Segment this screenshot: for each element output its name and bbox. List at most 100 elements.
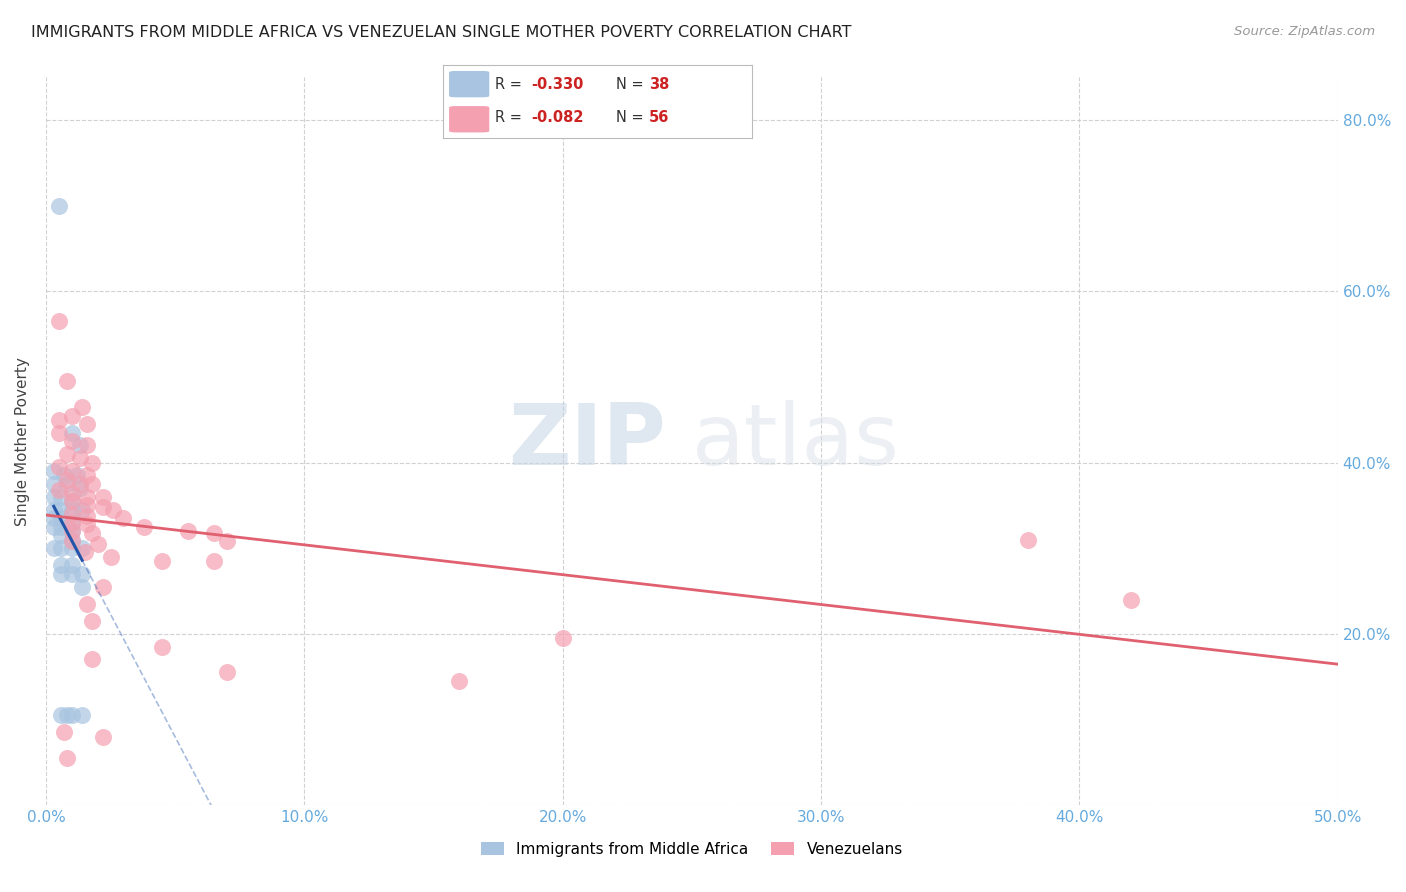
Text: 38: 38 [648, 78, 669, 93]
Point [48, 483, 70, 497]
Point [60, 425, 83, 440]
Point [51, 566, 73, 581]
Point [42, 464, 65, 478]
Text: -0.330: -0.330 [531, 78, 583, 93]
Point [82, 477, 104, 491]
Text: ZIP: ZIP [508, 400, 666, 483]
Point [48, 413, 70, 427]
Point [51, 502, 73, 516]
Text: -0.082: -0.082 [531, 111, 583, 125]
Point [69, 477, 91, 491]
Point [60, 524, 83, 538]
Text: R =: R = [495, 78, 527, 93]
Point [51, 528, 73, 542]
Text: N =: N = [616, 78, 648, 93]
Point [202, 525, 225, 540]
Point [48, 425, 70, 440]
Point [60, 516, 83, 530]
Point [60, 566, 83, 581]
Point [55, 473, 77, 487]
Point [70, 708, 93, 723]
Point [150, 554, 173, 568]
Point [82, 456, 104, 470]
Point [60, 494, 83, 508]
Point [51, 520, 73, 534]
Point [42, 520, 65, 534]
Point [42, 477, 65, 491]
Point [42, 541, 65, 556]
Point [60, 708, 83, 723]
Point [134, 520, 156, 534]
Point [60, 516, 83, 530]
Point [70, 580, 93, 594]
Text: 56: 56 [648, 111, 669, 125]
Point [48, 314, 70, 328]
Point [48, 199, 70, 213]
Point [69, 438, 91, 452]
Y-axis label: Single Mother Poverty: Single Mother Poverty [15, 357, 30, 525]
Point [55, 751, 77, 765]
Point [76, 468, 98, 483]
Text: IMMIGRANTS FROM MIDDLE AFRICA VS VENEZUELAN SINGLE MOTHER POVERTY CORRELATION CH: IMMIGRANTS FROM MIDDLE AFRICA VS VENEZUE… [31, 25, 852, 40]
Point [76, 417, 98, 431]
Point [69, 481, 91, 495]
Point [70, 541, 93, 556]
Text: Source: ZipAtlas.com: Source: ZipAtlas.com [1234, 25, 1375, 38]
Point [91, 580, 114, 594]
Text: atlas: atlas [692, 400, 900, 483]
Point [76, 438, 98, 452]
Point [60, 494, 83, 508]
Point [66, 468, 89, 483]
Legend: Immigrants from Middle Africa, Venezuelans: Immigrants from Middle Africa, Venezuela… [475, 836, 908, 863]
Point [60, 524, 83, 538]
Point [60, 434, 83, 449]
Point [91, 490, 114, 504]
Point [53, 725, 76, 739]
Point [55, 447, 77, 461]
Point [60, 541, 83, 556]
Point [69, 451, 91, 466]
Point [48, 459, 70, 474]
FancyBboxPatch shape [449, 106, 489, 132]
Point [101, 502, 124, 516]
Point [55, 708, 77, 723]
Point [76, 499, 98, 513]
Point [76, 490, 98, 504]
Point [60, 464, 83, 478]
Point [215, 534, 238, 549]
Point [60, 533, 83, 547]
Point [70, 566, 93, 581]
Point [60, 534, 83, 549]
Point [82, 525, 104, 540]
Point [86, 537, 108, 551]
Point [51, 708, 73, 723]
Point [60, 558, 83, 573]
Point [100, 549, 122, 564]
Point [70, 502, 93, 516]
Point [112, 511, 135, 525]
FancyBboxPatch shape [449, 71, 489, 97]
Point [82, 614, 104, 628]
Point [91, 500, 114, 515]
Point [73, 545, 96, 559]
Point [55, 477, 77, 491]
Point [70, 400, 93, 414]
Point [82, 652, 104, 666]
Point [51, 558, 73, 573]
Point [60, 502, 83, 516]
Point [53, 468, 76, 483]
Point [55, 374, 77, 388]
Point [60, 409, 83, 423]
Point [42, 490, 65, 504]
Point [51, 511, 73, 525]
Point [1119, 592, 1142, 607]
Point [551, 631, 574, 645]
Text: N =: N = [616, 111, 648, 125]
Point [42, 502, 65, 516]
Point [449, 673, 471, 688]
Point [76, 597, 98, 611]
Point [76, 517, 98, 532]
Point [91, 730, 114, 744]
Point [1017, 533, 1039, 547]
Point [202, 554, 225, 568]
